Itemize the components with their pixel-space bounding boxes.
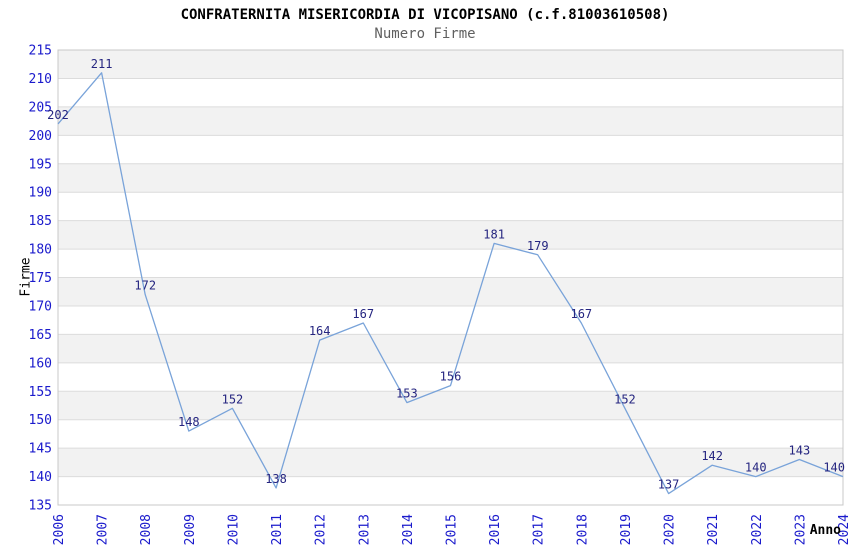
x-tick-label: 2021 xyxy=(706,514,721,545)
y-tick-label: 180 xyxy=(29,243,52,258)
data-point-label: 140 xyxy=(745,461,767,475)
y-tick-label: 135 xyxy=(29,499,52,514)
y-tick-label: 175 xyxy=(29,271,52,286)
x-tick-label: 2014 xyxy=(401,514,416,545)
x-tick-label: 2007 xyxy=(96,514,111,545)
x-tick-label: 2010 xyxy=(226,514,241,545)
y-tick-label: 210 xyxy=(29,72,52,87)
x-tick-label: 2020 xyxy=(663,514,678,545)
y-tick-label: 185 xyxy=(29,214,52,229)
y-tick-label: 140 xyxy=(29,470,52,485)
y-tick-label: 170 xyxy=(29,299,52,314)
x-tick-label: 2023 xyxy=(793,514,808,545)
x-tick-label: 2017 xyxy=(532,514,547,545)
x-tick-label: 2009 xyxy=(183,514,198,545)
y-tick-label: 195 xyxy=(29,157,52,172)
x-tick-label: 2024 xyxy=(837,514,850,545)
data-point-label: 164 xyxy=(309,324,331,338)
data-point-label: 167 xyxy=(352,307,374,321)
plot-border xyxy=(57,49,844,506)
data-point-label: 167 xyxy=(570,307,592,321)
data-point-label: 152 xyxy=(614,392,636,406)
x-tick-label: 2018 xyxy=(575,514,590,545)
background-band xyxy=(58,277,843,306)
data-point-label: 179 xyxy=(527,239,549,253)
background-band xyxy=(58,334,843,363)
chart-title: CONFRATERNITA MISERICORDIA DI VICOPISANO… xyxy=(180,7,670,23)
data-point-label: 148 xyxy=(178,415,200,429)
y-tick-label: 190 xyxy=(29,186,52,201)
y-tick-label: 145 xyxy=(29,442,52,457)
background-band xyxy=(58,106,843,136)
y-tick-label: 150 xyxy=(29,413,52,428)
x-axis-title: Anno xyxy=(809,523,841,538)
data-point-label: 143 xyxy=(789,444,811,458)
background-band xyxy=(58,391,843,420)
background-band xyxy=(58,163,843,193)
data-point-label: 202 xyxy=(47,108,69,122)
series-line xyxy=(57,72,844,495)
x-tick-label: 2016 xyxy=(488,514,503,545)
x-tick-label: 2013 xyxy=(357,514,372,545)
data-point-label: 172 xyxy=(134,279,156,293)
background-band xyxy=(58,50,843,79)
data-point-label: 153 xyxy=(396,387,418,401)
data-point-label: 142 xyxy=(701,449,723,463)
background-band xyxy=(58,448,843,477)
x-tick-label: 2008 xyxy=(139,514,154,545)
x-tick-label: 2019 xyxy=(619,514,634,545)
x-tick-label: 2011 xyxy=(270,514,285,545)
data-point-label: 156 xyxy=(440,370,462,384)
y-tick-label: 155 xyxy=(29,385,52,400)
y-tick-label: 205 xyxy=(29,100,52,115)
y-tick-label: 200 xyxy=(29,129,52,144)
y-tick-label: 160 xyxy=(29,356,52,371)
background-band xyxy=(58,220,843,250)
data-point-label: 211 xyxy=(91,57,113,71)
data-point-label: 137 xyxy=(658,478,680,492)
x-tick-label: 2022 xyxy=(750,514,765,545)
x-tick-label: 2015 xyxy=(445,514,460,545)
data-point-label: 140 xyxy=(823,461,845,475)
data-point-label: 138 xyxy=(265,472,287,486)
data-point-label: 152 xyxy=(222,392,244,406)
data-point-label: 181 xyxy=(483,227,505,241)
y-tick-label: 165 xyxy=(29,328,52,343)
y-tick-label: 215 xyxy=(29,44,52,59)
x-tick-label: 2006 xyxy=(52,514,67,545)
chart-subtitle: Numero Firme xyxy=(374,26,476,42)
x-tick-label: 2012 xyxy=(314,514,329,545)
